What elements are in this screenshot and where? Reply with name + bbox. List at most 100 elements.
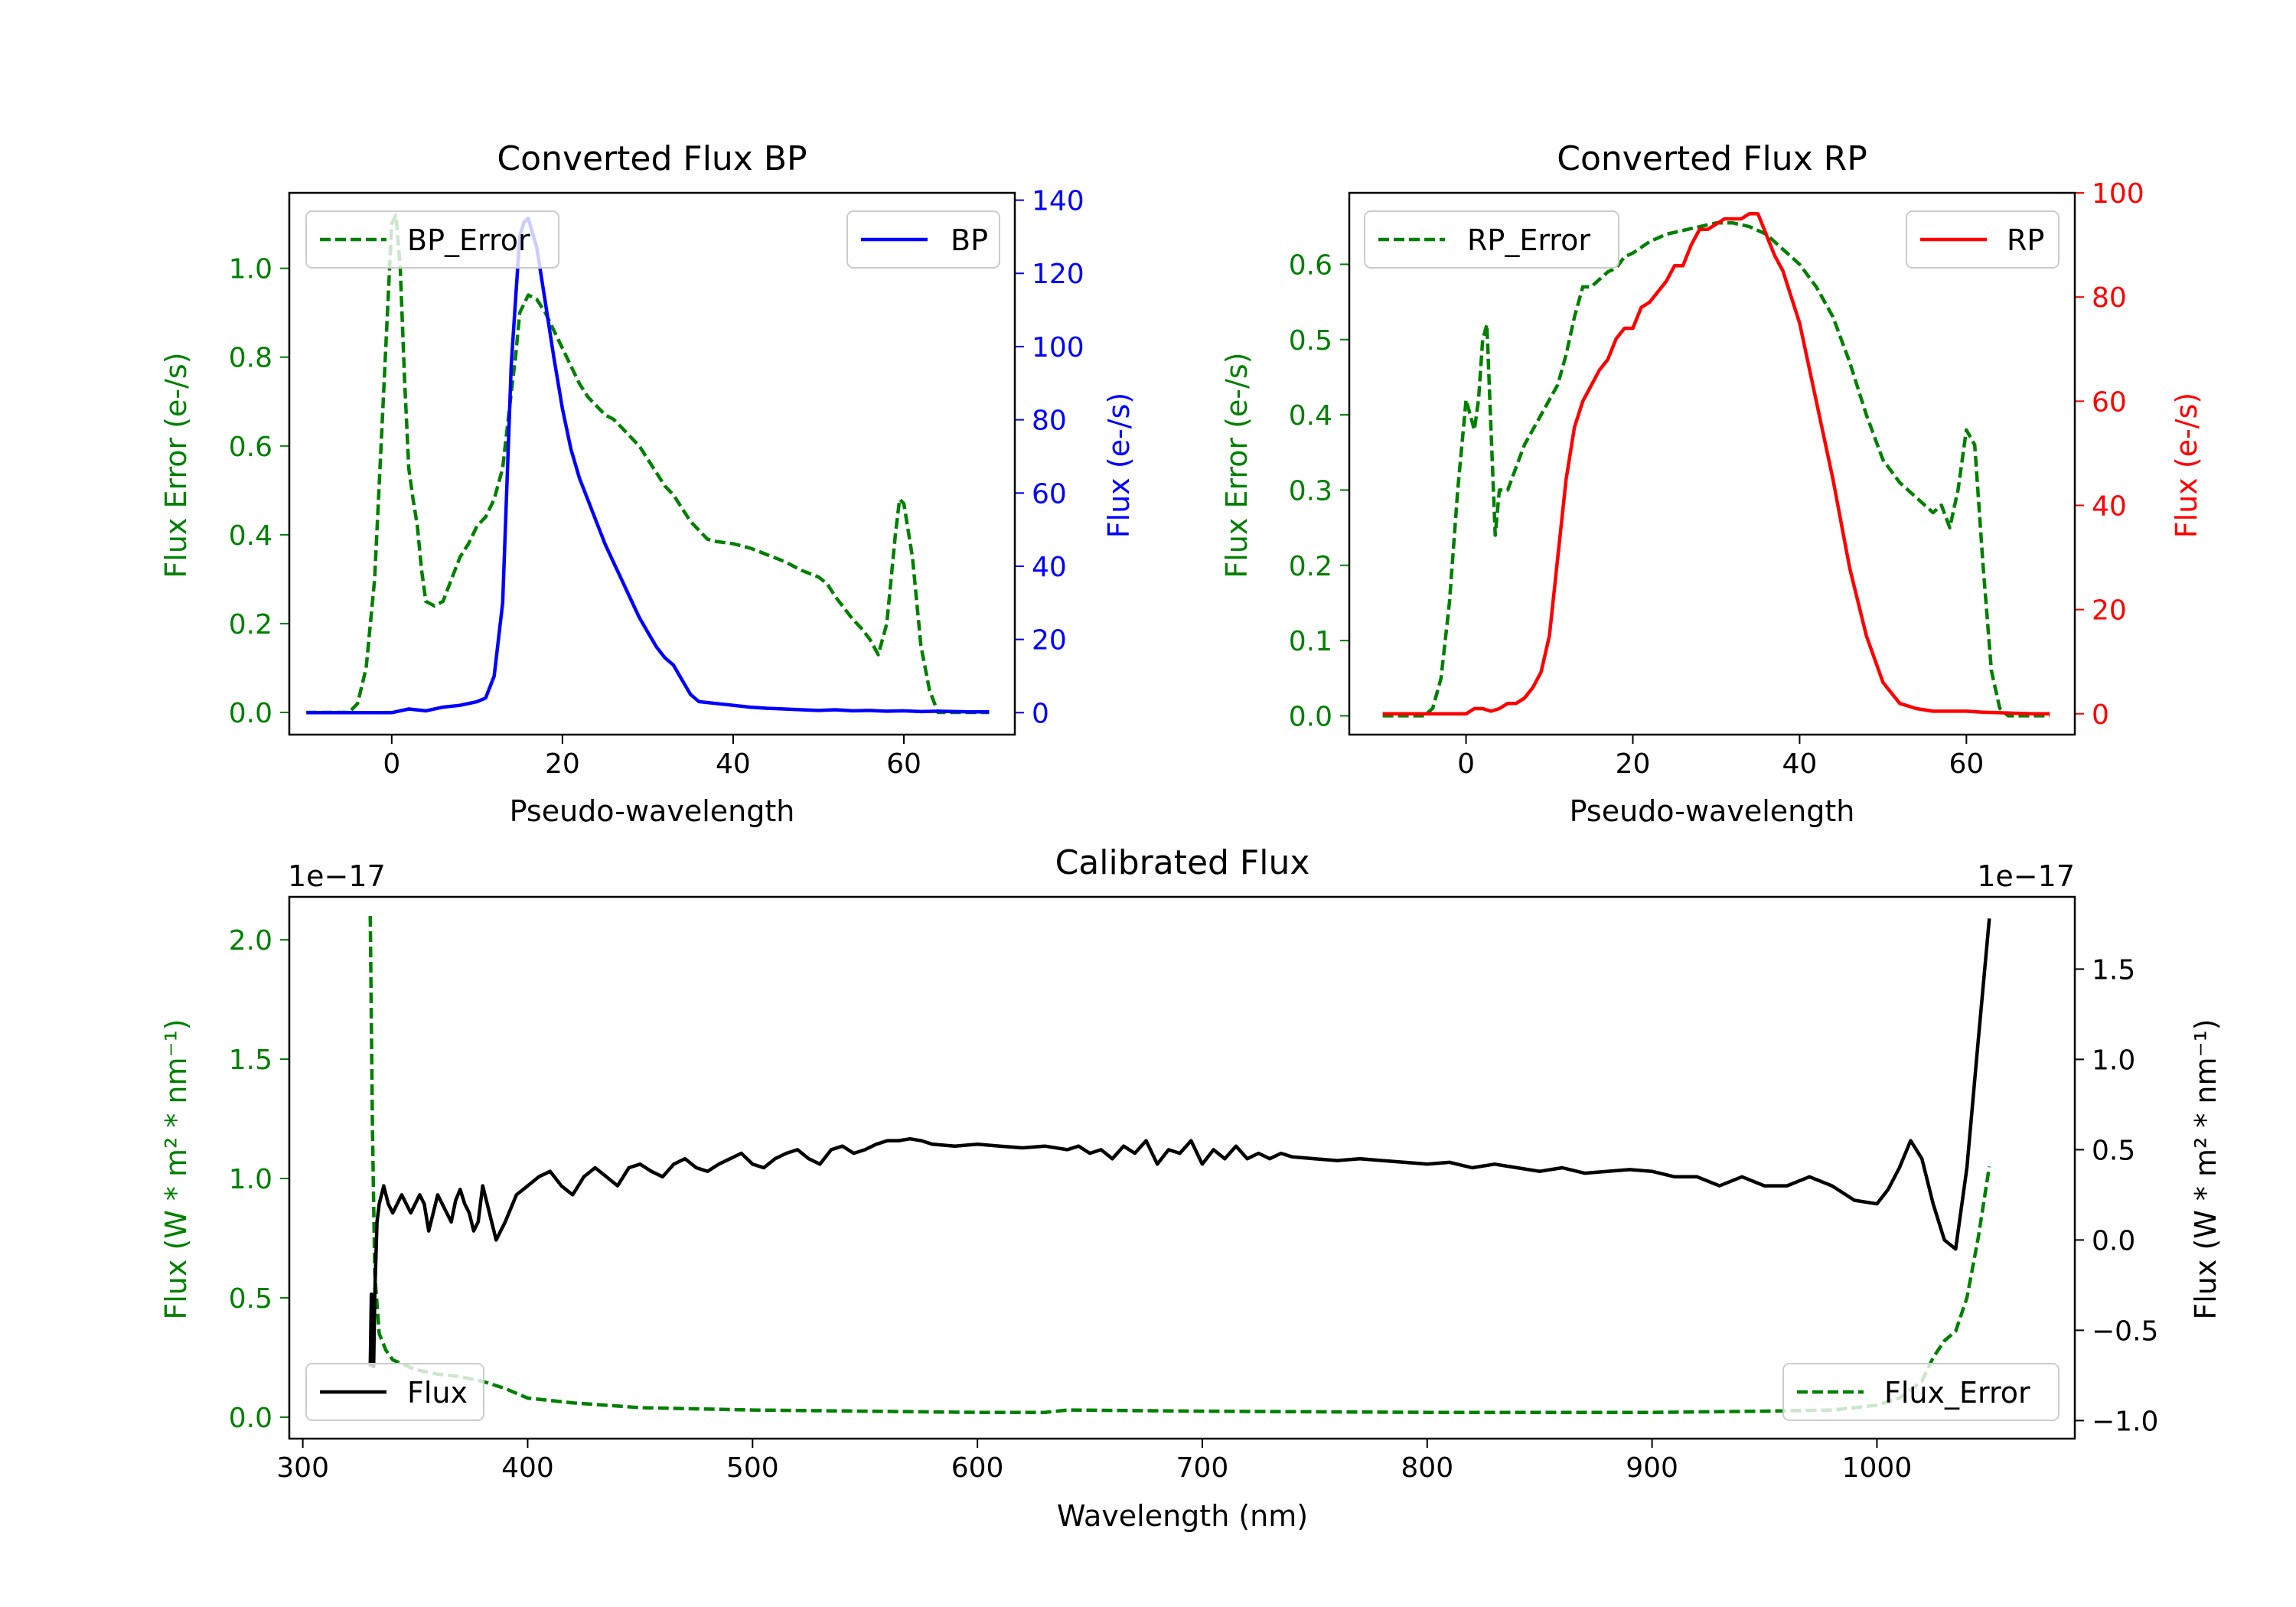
rp-left-ytick-label: 0.5 <box>1289 325 1332 357</box>
cal-series-group <box>368 915 1991 1414</box>
cal-left-ytick-label: 0.0 <box>229 1403 272 1434</box>
cal-legend-right-box <box>1782 1363 2060 1421</box>
bp-right-ytick-label: 0 <box>1032 698 1049 729</box>
rp-series-rp <box>1382 211 2050 716</box>
rp-right-ytick-label: 80 <box>2092 282 2127 314</box>
cal-legend-right-label: Flux_Error <box>1884 1376 2030 1410</box>
bp-left-ytick-label: 0.4 <box>229 520 272 552</box>
cal-series-flux-error <box>368 915 1991 1414</box>
cal-left-ytick-label: 0.5 <box>229 1283 272 1315</box>
bp-left-ytick-label: 1.0 <box>229 254 272 285</box>
rp-left-ytick-label: 0.6 <box>1289 249 1332 281</box>
bp-right-ytick-label: 80 <box>1032 406 1067 437</box>
bp-left-ytick-label: 0.6 <box>229 432 272 463</box>
rp-left-ytick-label: 0.4 <box>1289 400 1332 432</box>
bp-legend-right-label: BP <box>951 223 988 257</box>
cal-legend-left-box <box>305 1363 484 1421</box>
rp-legend-left-box <box>1364 210 1619 269</box>
bp-legend-right: BP <box>846 210 1000 269</box>
rp-right-ytick-label: 60 <box>2092 386 2127 418</box>
bp-legend-left-box <box>305 210 559 269</box>
rp-left-ytick-label: 0.2 <box>1289 551 1332 582</box>
cal-xtick-label: 600 <box>951 1452 1004 1484</box>
bp-series-group <box>306 213 990 715</box>
cal-xtick-label: 1000 <box>1842 1452 1913 1484</box>
cal-right-ytick-label: −0.5 <box>2092 1315 2158 1347</box>
bp-xtick-label: 60 <box>886 748 921 780</box>
cal-left-ytick-label: 1.5 <box>229 1045 272 1076</box>
cal-xtick-label: 500 <box>726 1452 779 1484</box>
rp-xlabel: Pseudo-wavelength <box>1570 794 1855 828</box>
cal-right-ytick-label: −1.0 <box>2092 1406 2158 1437</box>
bp-axes-frame <box>288 191 1016 736</box>
cal-right-ytick-label: 0.0 <box>2092 1225 2135 1257</box>
rp-title: Converted Flux RP <box>1557 139 1867 178</box>
bp-panel: Converted Flux BP Pseudo-wavelength Flux… <box>159 139 1136 828</box>
rp-right-ylabel: Flux (e-/s) <box>2170 393 2203 538</box>
bp-legend-left: BP_Error <box>305 210 559 269</box>
rp-legend-right-label: RP <box>2007 223 2044 257</box>
rp-series-rp-error <box>1382 221 2050 718</box>
bp-left-ytick-label: 0.0 <box>229 698 272 729</box>
rp-xtick-label: 60 <box>1949 748 1984 780</box>
rp-right-ytick-label: 0 <box>2092 699 2109 731</box>
cal-right-ytick-label: 1.0 <box>2092 1045 2135 1076</box>
rp-left-ytick-label: 0.3 <box>1289 475 1332 507</box>
cal-xtick-label: 700 <box>1176 1452 1229 1484</box>
rp-left-ytick-label: 0.1 <box>1289 626 1332 657</box>
cal-axes-frame <box>288 895 2076 1440</box>
rp-left-ytick-label: 0.0 <box>1289 701 1332 732</box>
bp-right-ytick-label: 60 <box>1032 478 1067 510</box>
cal-legend-left: Flux <box>305 1363 484 1421</box>
cal-right-ylabel: Flux (W * m² * nm⁻¹) <box>2189 1019 2223 1319</box>
bp-series-bp <box>306 217 990 715</box>
cal-right-offset: 1e−17 <box>1977 859 2075 893</box>
cal-xtick-label: 800 <box>1401 1452 1453 1484</box>
cal-title: Calibrated Flux <box>1055 843 1310 882</box>
rp-axes: 0 20 40 60 0.0 0.1 0.2 0.3 0.4 0.5 0.6 0 20 40 60 80 100 <box>1289 178 2144 780</box>
cal-xtick-label: 400 <box>501 1452 554 1484</box>
bp-left-ylabel: Flux Error (e-/s) <box>159 352 193 578</box>
rp-left-ylabel: Flux Error (e-/s) <box>1220 352 1254 578</box>
rp-xtick-label: 40 <box>1782 748 1818 780</box>
cal-panel: Calibrated Flux Wavelength (nm) 1e−17 1e… <box>159 843 2223 1533</box>
cal-left-ytick-label: 1.0 <box>229 1164 272 1195</box>
bp-right-ytick-label: 140 <box>1032 186 1084 217</box>
rp-series-group <box>1382 211 2050 718</box>
bp-right-ylabel: Flux (e-/s) <box>1102 393 1136 538</box>
cal-left-offset: 1e−17 <box>288 859 386 893</box>
bp-axes: 0 20 40 60 0.0 0.2 0.4 0.6 0.8 1.0 0 20 40 60 80 100 120… <box>229 186 1084 780</box>
cal-xtick-label: 300 <box>276 1452 329 1484</box>
cal-xlabel: Wavelength (nm) <box>1057 1499 1308 1533</box>
bp-right-ytick-label: 40 <box>1032 552 1067 583</box>
cal-left-ytick-label: 2.0 <box>229 925 272 957</box>
rp-panel: Converted Flux RP Pseudo-wavelength Flux… <box>1220 139 2203 828</box>
bp-legend-left-label: BP_Error <box>407 223 530 257</box>
rp-legend-left: RP_Error <box>1364 210 1619 269</box>
bp-xtick-label: 40 <box>716 748 751 780</box>
bp-series-bp-error <box>306 213 990 715</box>
bp-xlabel: Pseudo-wavelength <box>510 794 795 828</box>
bp-right-ytick-label: 20 <box>1032 625 1067 657</box>
bp-right-ytick-label: 100 <box>1032 332 1084 363</box>
bp-title: Converted Flux BP <box>497 139 807 178</box>
bp-left-ytick-label: 0.2 <box>229 609 272 641</box>
bp-left-ytick-label: 0.8 <box>229 343 272 374</box>
rp-xtick-label: 0 <box>1457 748 1475 780</box>
rp-legend-right: RP <box>1906 210 2060 269</box>
rp-right-ytick-label: 100 <box>2092 178 2144 210</box>
rp-xtick-label: 20 <box>1616 748 1651 780</box>
cal-legend-right: Flux_Error <box>1782 1363 2060 1421</box>
bp-right-ytick-label: 120 <box>1032 259 1084 290</box>
rp-right-ytick-label: 20 <box>2092 595 2127 627</box>
bp-xtick-label: 0 <box>383 748 400 780</box>
cal-legend-left-label: Flux <box>407 1376 468 1410</box>
cal-right-ytick-label: 0.5 <box>2092 1135 2135 1166</box>
cal-axes: 300 400 500 600 700 800 900 1000 0.0 0.5 1.0 1.5 2.0… <box>229 895 2158 1484</box>
cal-left-ylabel: Flux (W * m² * nm⁻¹) <box>159 1019 193 1319</box>
bp-xtick-label: 20 <box>545 748 580 780</box>
rp-axes-frame <box>1348 191 2076 736</box>
cal-xtick-label: 900 <box>1626 1452 1678 1484</box>
cal-series-flux <box>368 918 1991 1368</box>
